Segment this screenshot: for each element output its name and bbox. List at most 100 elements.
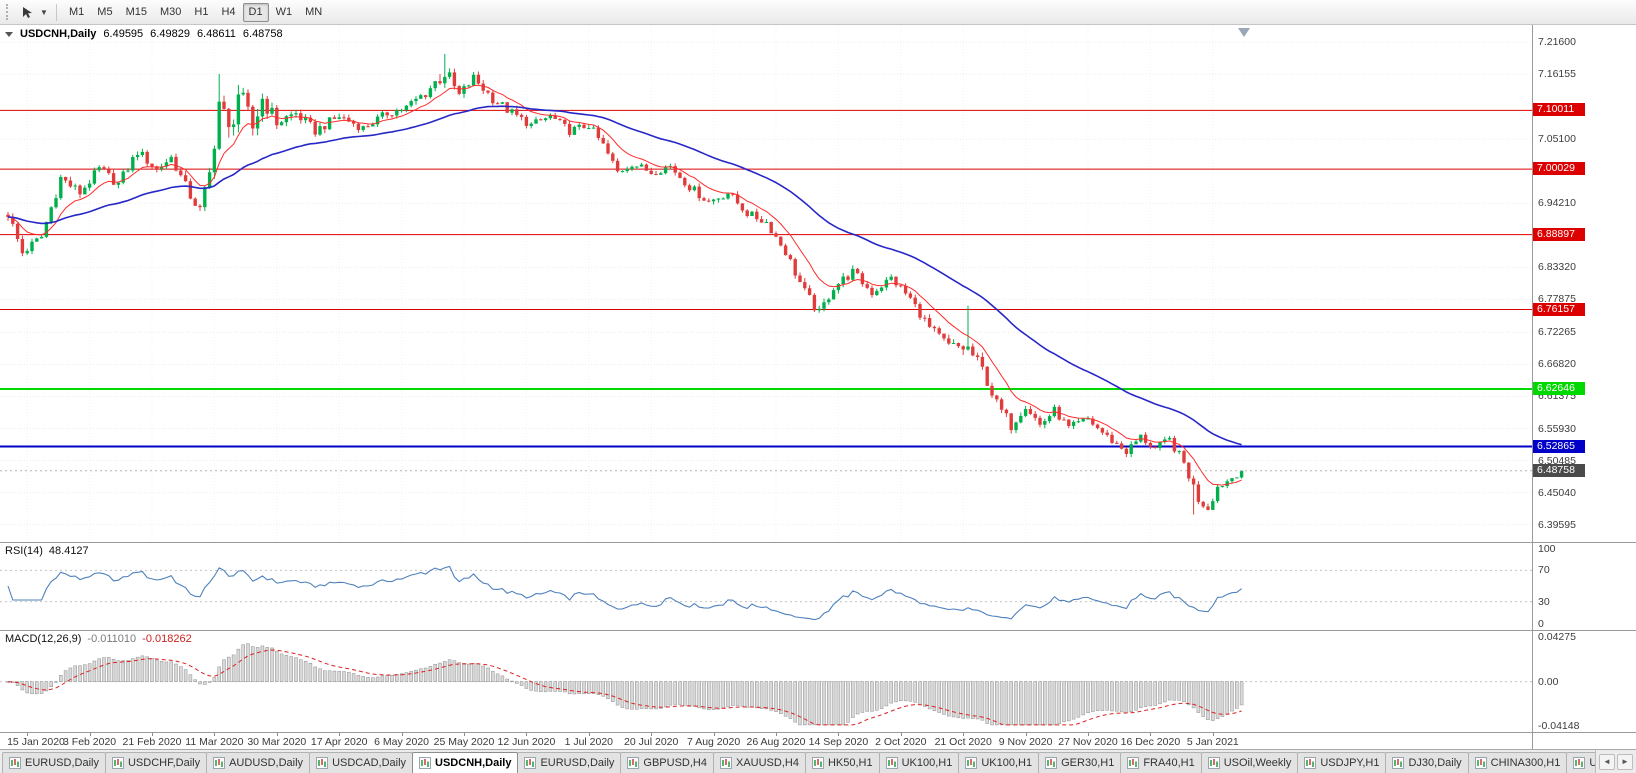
price-tick-label: 6.50485 — [1538, 454, 1576, 467]
price-line-badge: 6.52865 — [1533, 439, 1585, 453]
price-tick-label: 6.45040 — [1538, 486, 1576, 499]
chart-shift-marker[interactable] — [1238, 28, 1250, 37]
date-tick — [526, 733, 528, 736]
chart-tab[interactable]: GER30,H1 — [1038, 752, 1122, 773]
collapse-icon[interactable] — [5, 31, 13, 37]
rsi-tick-label: 100 — [1538, 543, 1556, 555]
price-line-badge: 6.62646 — [1533, 382, 1585, 395]
chart-tab[interactable]: GBPUSD,H4 — [620, 752, 714, 773]
chart-tab[interactable]: CHINA300,H1 — [1467, 752, 1568, 773]
price-chart-canvas[interactable] — [0, 25, 1532, 542]
chart-tab-icon — [1127, 757, 1140, 769]
chart-tab[interactable]: UK100,H1 — [958, 752, 1040, 773]
chart-tab[interactable]: FRA40,H1 — [1120, 752, 1202, 773]
price-line-badge: 6.76157 — [1533, 302, 1585, 316]
rsi-tick-label: 70 — [1538, 564, 1550, 577]
tab-nav: ◄ ► — [1595, 750, 1636, 773]
date-label: 1 Jul 2020 — [564, 736, 614, 748]
cursor-icon — [22, 6, 32, 18]
date-tick — [588, 733, 590, 736]
rsi-name: RSI(14) — [5, 545, 43, 557]
chart-tab[interactable]: USDCAD,Daily — [309, 752, 414, 773]
chart-tab-label: GER30,H1 — [1061, 757, 1115, 769]
chart-tab[interactable]: HK50,H1 — [804, 752, 880, 773]
chart-tab[interactable]: AUDUSD,Daily — [206, 752, 311, 773]
ma-fast-line — [7, 84, 1242, 486]
rsi-tick-label: 30 — [1538, 595, 1550, 608]
date-label: 9 Nov 2020 — [998, 736, 1053, 748]
timeframe-button-M5[interactable]: M5 — [97, 6, 113, 18]
timeframe-button-M15[interactable]: M15 — [125, 6, 147, 18]
tab-scroll-left-button[interactable]: ◄ — [1599, 753, 1615, 770]
date-tick — [1212, 733, 1214, 736]
timeframe-button-H4[interactable]: H4 — [221, 6, 236, 18]
date-label: 5 Jan 2021 — [1186, 736, 1239, 748]
chart-tab[interactable]: EURUSD,Daily — [2, 752, 106, 773]
macd-name: MACD(12,26,9) — [5, 633, 82, 645]
chart-tab[interactable]: XAUUSD,H4 — [712, 752, 806, 773]
chart-tab[interactable]: UK100,H1 — [878, 752, 960, 773]
rsi-canvas[interactable] — [0, 543, 1532, 630]
date-label: 7 Aug 2020 — [687, 736, 741, 748]
cursor-tool-dropdown-caret[interactable]: ▼ — [40, 7, 48, 17]
macd-tick-label: -0.04148 — [1538, 720, 1580, 732]
date-axis-strip[interactable]: 15 Jan 2020 3 Feb 2020 21 Feb 2020 11 Mar 2… — [0, 733, 1532, 749]
candles-layer — [6, 53, 1244, 515]
chart-tab-label: EURUSD,Daily — [540, 757, 615, 769]
price-axis: 7.21600 7.16155 7.05100 6.94210 6.83320 6.778… — [1532, 25, 1636, 542]
date-tick — [1150, 733, 1152, 736]
date-label: 17 Apr 2020 — [310, 736, 368, 748]
macd-histogram — [6, 643, 1244, 726]
chart-tab-icon — [885, 757, 898, 769]
macd-pane: MACD(12,26,9) -0.011010 -0.018262 0.0427… — [0, 630, 1636, 732]
ohlc-open: 6.49595 — [103, 28, 144, 40]
chart-tab-icon — [1045, 757, 1058, 769]
timeframe-button-M1[interactable]: M1 — [69, 6, 85, 18]
chart-tab[interactable]: USDJPY,H1 — [1297, 752, 1387, 773]
timeframe-button-W1[interactable]: W1 — [275, 6, 293, 18]
chart-window-title: USDCNH,Daily 6.49595 6.49829 6.48611 6.4… — [5, 28, 283, 40]
date-label: 3 Feb 2020 — [63, 736, 117, 748]
price-tick-label: 7.05100 — [1538, 133, 1576, 146]
price-tick-label: 6.66820 — [1538, 358, 1576, 371]
price-tick-label: 6.72265 — [1538, 326, 1576, 339]
chart-tab[interactable]: EURUSD,Daily — [517, 752, 622, 773]
timeframe-button-D1[interactable]: D1 — [242, 2, 269, 22]
price-line-badge: 7.00029 — [1533, 162, 1585, 176]
chart-tab-label: USDJPY,H1 — [1320, 757, 1380, 769]
chart-tab-icon — [1304, 757, 1317, 769]
date-tick — [1088, 733, 1089, 736]
date-tick — [776, 733, 777, 736]
main-plot-area: USDCNH,Daily 6.49595 6.49829 6.48611 6.4… — [0, 25, 1532, 542]
chart-tab[interactable]: DJ30,Daily — [1385, 752, 1469, 773]
date-label: 27 Nov 2020 — [1058, 736, 1118, 748]
timeframe-group: M1 M5 M15 M30 H1 H4 D1 W1 MN — [63, 2, 328, 22]
rsi-value: 48.4127 — [48, 545, 89, 557]
macd-axis: 0.04275 0.00 -0.04148 — [1532, 631, 1636, 732]
ohlc-high: 6.49829 — [150, 28, 190, 40]
chart-tab-label: AUDUSD,Daily — [229, 757, 304, 769]
toolbar-grip[interactable] — [6, 4, 11, 20]
date-label: 2 Oct 2020 — [875, 736, 927, 748]
timeframe-button-H1[interactable]: H1 — [194, 6, 209, 18]
toolbar: ▼ M1 M5 M15 M30 H1 H4 D1 W1 MN — [0, 0, 1636, 25]
chart-tab[interactable]: USDCHF,Daily — [104, 752, 208, 773]
chart-cursor-tool-button[interactable] — [17, 2, 37, 22]
date-tick — [276, 733, 278, 736]
chart-tab-label: DJ30,Daily — [1408, 757, 1462, 769]
timeframe-button-MN[interactable]: MN — [305, 6, 323, 18]
rsi-label: RSI(14) 48.4127 — [5, 545, 89, 557]
ma-slow-line — [7, 105, 1242, 446]
tab-scroll-right-button[interactable]: ► — [1617, 753, 1633, 770]
date-tick — [464, 733, 465, 736]
date-label: 26 Aug 2020 — [746, 736, 806, 748]
timeframe-button-M30[interactable]: M30 — [159, 6, 182, 18]
macd-tick-label: 0.00 — [1538, 675, 1559, 688]
chart-tab[interactable]: USOil,Weekly — [1200, 752, 1299, 773]
chart-tab[interactable]: USDCNH,Daily — [412, 752, 519, 773]
date-label: 21 Oct 2020 — [934, 736, 992, 748]
current-price-badge: 6.48758 — [1533, 463, 1585, 477]
date-tick — [152, 733, 153, 736]
macd-canvas[interactable] — [0, 631, 1532, 732]
